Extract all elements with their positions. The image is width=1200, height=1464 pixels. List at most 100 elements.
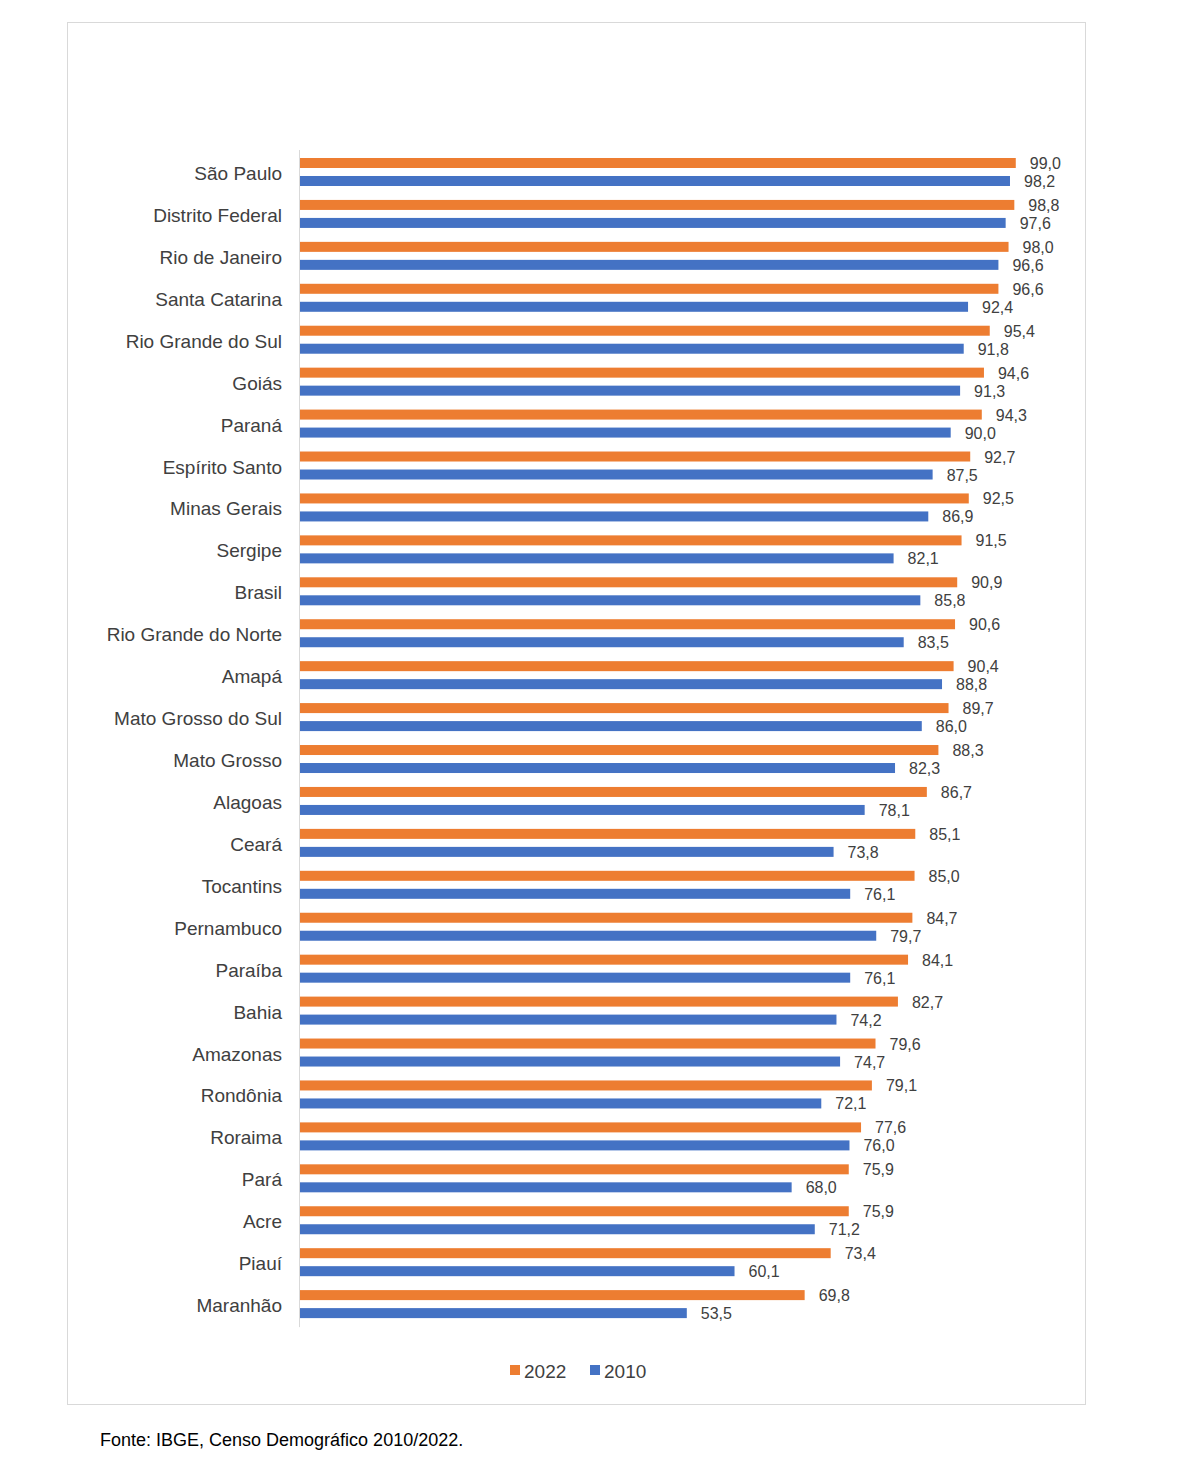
data-label: 90,0 — [965, 425, 996, 442]
category-label: Sergipe — [217, 540, 283, 561]
data-label: 77,6 — [875, 1119, 906, 1136]
bar — [300, 637, 904, 647]
bar — [300, 1015, 836, 1025]
bar — [300, 889, 850, 899]
data-label: 95,4 — [1004, 323, 1035, 340]
category-label: Ceará — [230, 834, 282, 855]
category-label: Alagoas — [213, 792, 282, 813]
data-label: 79,1 — [886, 1077, 917, 1094]
category-label: Piauí — [239, 1253, 283, 1274]
data-label: 98,2 — [1024, 173, 1055, 190]
source: Fonte: IBGE, Censo Demográfico 2010/2022… — [100, 1430, 463, 1451]
data-label: 85,8 — [934, 592, 965, 609]
data-label: 79,6 — [890, 1036, 921, 1053]
data-label: 91,3 — [974, 383, 1005, 400]
data-label: 94,6 — [998, 365, 1029, 382]
bar — [300, 1039, 876, 1049]
bar — [300, 1266, 735, 1276]
bar — [300, 553, 894, 563]
data-label: 73,8 — [848, 844, 879, 861]
bar — [300, 1098, 821, 1108]
data-label: 53,5 — [701, 1305, 732, 1322]
data-label: 87,5 — [947, 467, 978, 484]
category-label: Paraná — [221, 415, 283, 436]
legend-swatch — [590, 1365, 600, 1375]
bar — [300, 763, 895, 773]
bar — [300, 661, 954, 671]
bar — [300, 1122, 861, 1132]
category-label: Rio Grande do Norte — [107, 624, 282, 645]
bar — [300, 619, 955, 629]
data-label: 98,8 — [1028, 197, 1059, 214]
bar — [300, 787, 927, 797]
bar — [300, 1080, 872, 1090]
bar — [300, 913, 912, 923]
data-label: 82,7 — [912, 994, 943, 1011]
data-label: 92,7 — [984, 449, 1015, 466]
bar — [300, 452, 970, 462]
bar — [300, 955, 908, 965]
data-label: 94,3 — [996, 407, 1027, 424]
data-label: 78,1 — [879, 802, 910, 819]
bar — [300, 1290, 805, 1300]
data-label: 74,7 — [854, 1054, 885, 1071]
data-label: 91,5 — [976, 532, 1007, 549]
category-label: Rio Grande do Sul — [126, 331, 282, 352]
category-label: Brasil — [234, 582, 282, 603]
bar — [300, 242, 1009, 252]
bar — [300, 158, 1016, 168]
category-label: Mato Grosso — [173, 750, 282, 771]
legend-label: 2010 — [604, 1361, 646, 1382]
data-label: 76,0 — [863, 1137, 894, 1154]
data-label: 90,4 — [968, 658, 999, 675]
bar — [300, 721, 922, 731]
data-label: 86,9 — [942, 508, 973, 525]
bar — [300, 1224, 815, 1234]
bar — [300, 931, 876, 941]
bar — [300, 368, 984, 378]
data-label: 84,1 — [922, 952, 953, 969]
data-label: 98,0 — [1023, 239, 1054, 256]
data-label: 75,9 — [863, 1161, 894, 1178]
data-label: 85,1 — [929, 826, 960, 843]
bar — [300, 326, 990, 336]
data-label: 76,1 — [864, 886, 895, 903]
bar — [300, 1140, 849, 1150]
category-label: Paraíba — [215, 960, 282, 981]
data-label: 90,6 — [969, 616, 1000, 633]
bar — [300, 535, 962, 545]
bar — [300, 595, 920, 605]
category-label: Bahia — [233, 1002, 282, 1023]
axis-line — [299, 150, 300, 1327]
bar — [300, 284, 998, 294]
category-label: São Paulo — [194, 163, 282, 184]
bar — [300, 1248, 831, 1258]
data-label: 83,5 — [918, 634, 949, 651]
frame — [68, 23, 1086, 1405]
bar — [300, 428, 951, 438]
category-label: Tocantins — [202, 876, 282, 897]
data-label: 88,3 — [952, 742, 983, 759]
category-label: Pará — [242, 1169, 283, 1190]
data-label: 82,3 — [909, 760, 940, 777]
data-label: 72,1 — [835, 1095, 866, 1112]
category-label: Amapá — [222, 666, 283, 687]
category-label: Rio de Janeiro — [159, 247, 282, 268]
category-label: Minas Gerais — [170, 498, 282, 519]
bar — [300, 997, 898, 1007]
data-label: 89,7 — [963, 700, 994, 717]
data-label: 92,5 — [983, 490, 1014, 507]
category-label: Mato Grosso do Sul — [114, 708, 282, 729]
bar — [300, 745, 938, 755]
bar — [300, 470, 933, 480]
bar — [300, 218, 1006, 228]
category-label: Maranhão — [196, 1295, 282, 1316]
data-label: 86,7 — [941, 784, 972, 801]
data-label: 75,9 — [863, 1203, 894, 1220]
data-label: 74,2 — [850, 1012, 881, 1029]
bar — [300, 1206, 849, 1216]
bar — [300, 577, 957, 587]
category-label: Roraima — [210, 1127, 282, 1148]
labels: São Paulo99,098,2Distrito Federal98,897,… — [107, 155, 1061, 1322]
data-label: 96,6 — [1012, 257, 1043, 274]
